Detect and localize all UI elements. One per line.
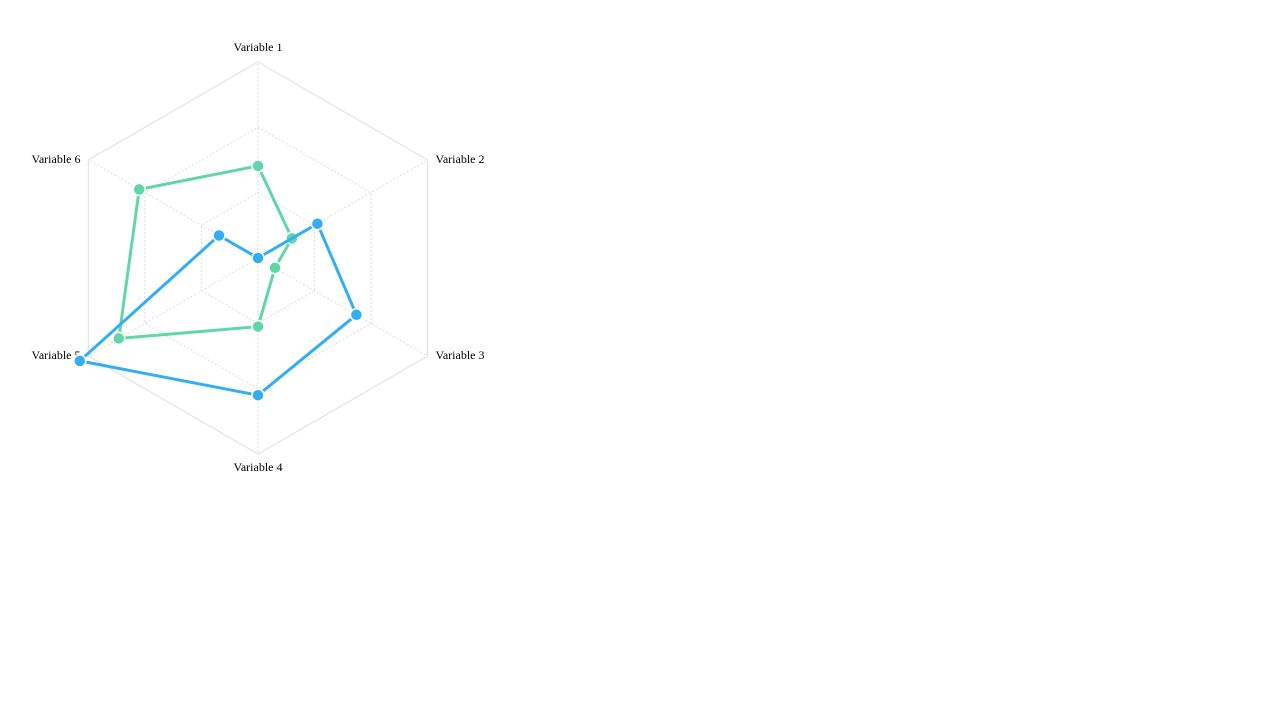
- spoke-3: [257, 257, 428, 357]
- series-2-point-5[interactable]: [73, 354, 87, 368]
- spoke-5: [88, 257, 259, 357]
- series-2-point-4[interactable]: [251, 388, 265, 402]
- series-2-point-3[interactable]: [349, 308, 364, 322]
- series-2-point-6[interactable]: [212, 228, 226, 243]
- axis-label-2: Variable 2: [436, 152, 485, 166]
- axis-label-6: Variable 6: [32, 152, 81, 166]
- series-2-point-2[interactable]: [310, 216, 325, 231]
- axis-labels: Variable 1 Variable 2 Variable 3 Variable 4…: [32, 40, 485, 474]
- series-2-point-1[interactable]: [251, 251, 265, 265]
- axis-label-4: Variable 4: [234, 460, 283, 474]
- axis-label-3: Variable 3: [436, 348, 485, 362]
- axis-label-1: Variable 1: [234, 40, 283, 54]
- series-1-point-3[interactable]: [268, 261, 282, 275]
- series-1-point-4[interactable]: [251, 319, 265, 334]
- series-1-point-5[interactable]: [112, 331, 126, 346]
- series-1-point-6[interactable]: [132, 182, 146, 197]
- axis-label-5: Variable 5: [32, 348, 81, 362]
- grid-ring-3: [87, 61, 429, 455]
- series-1-point-1[interactable]: [251, 159, 265, 173]
- series-2: [73, 216, 364, 402]
- data-series: [73, 159, 364, 402]
